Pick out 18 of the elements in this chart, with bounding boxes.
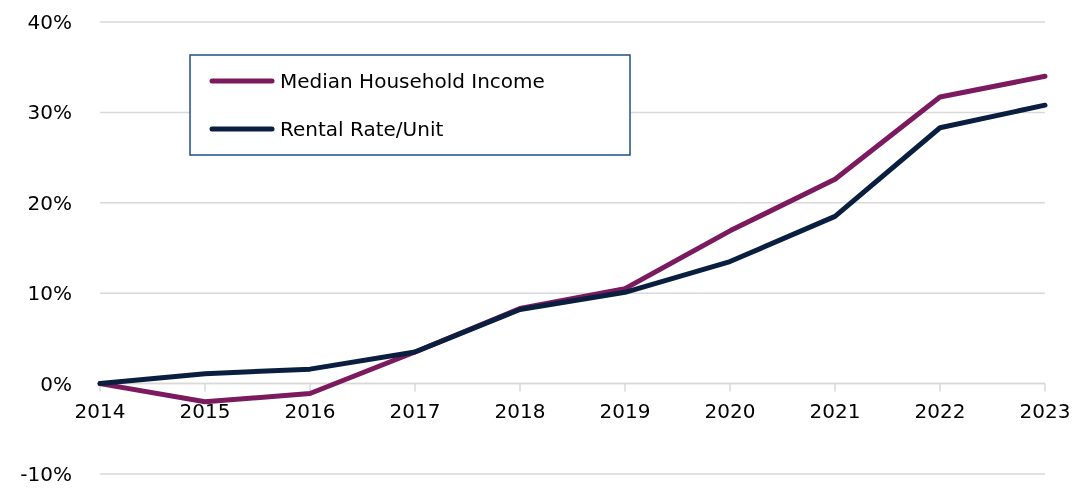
y-tick-label: 0% [40, 371, 72, 396]
y-tick-label: 20% [27, 190, 72, 215]
x-tick-label: 2023 [1019, 398, 1071, 423]
y-tick-label: -10% [20, 462, 72, 486]
x-tick-label: 2019 [599, 398, 651, 423]
x-tick-label: 2018 [494, 398, 546, 423]
x-tick-label: 2015 [179, 398, 231, 423]
legend-label: Median Household Income [280, 69, 545, 93]
x-tick-label: 2020 [704, 398, 756, 423]
x-tick-label: 2021 [809, 398, 861, 423]
y-tick-label: 30% [27, 100, 72, 125]
x-tick-label: 2016 [284, 398, 336, 423]
legend-label: Rental Rate/Unit [280, 117, 444, 141]
x-tick-label: 2017 [389, 398, 441, 423]
y-tick-label: 40% [27, 10, 72, 34]
y-tick-label: 10% [27, 281, 72, 306]
x-tick-label: 2014 [74, 398, 126, 423]
x-tick-label: 2022 [914, 398, 966, 423]
